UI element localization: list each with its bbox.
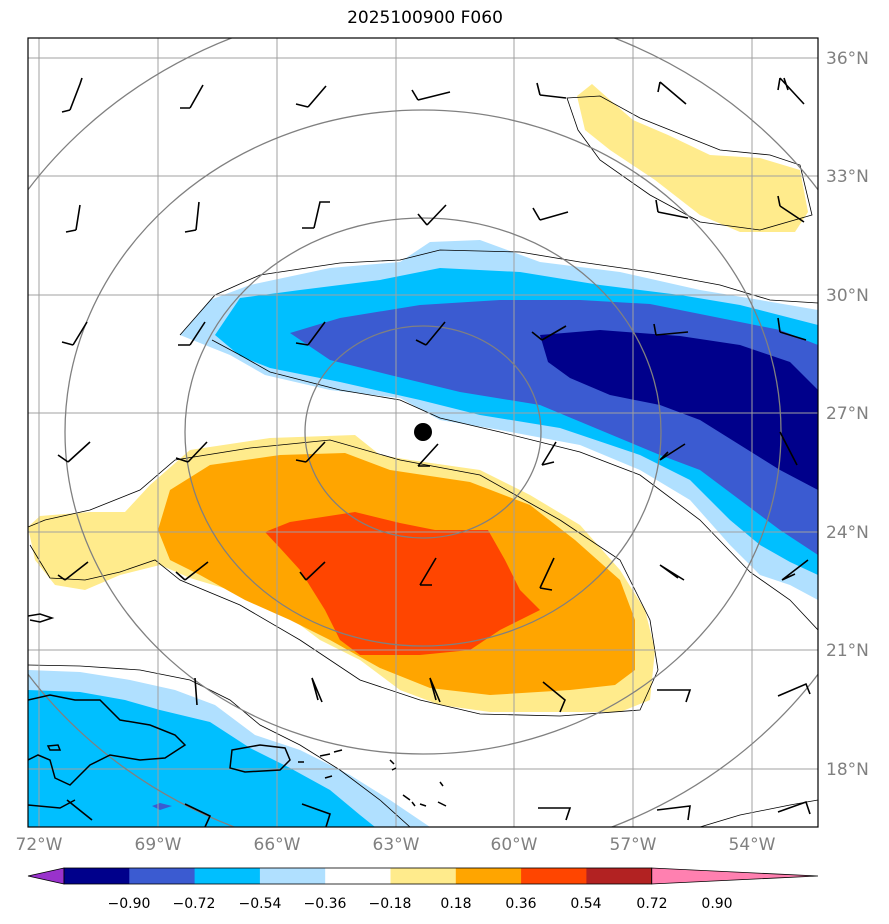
colorbar-frame xyxy=(63,867,653,885)
colorbar-label: −0.90 xyxy=(108,896,151,912)
colorbar-swatch xyxy=(259,868,326,884)
lat-tick-label: 36°N xyxy=(826,49,869,69)
colorbar-extend-high xyxy=(651,867,819,885)
fill-negative-sw-spot xyxy=(152,803,172,810)
colorbar-swatch xyxy=(194,868,261,884)
anomaly-fill-layer xyxy=(28,84,818,827)
lat-tick-label: 24°N xyxy=(826,523,869,543)
colorbar-swatch xyxy=(521,868,587,884)
lon-tick-label: 54°W xyxy=(729,835,776,855)
colorbar-swatch xyxy=(390,868,457,884)
lat-tick-labels: 36°N 33°N 30°N 27°N 24°N 21°N 18°N xyxy=(826,49,869,780)
coastlines xyxy=(28,613,447,809)
map-area xyxy=(28,38,818,827)
colorbar-label: 0.90 xyxy=(701,896,732,912)
graticule xyxy=(28,38,818,827)
jamaica-coast xyxy=(28,613,55,623)
lat-tick-label: 30°N xyxy=(826,286,869,306)
contour-lines xyxy=(28,95,818,827)
map-title: 2025100900 F060 xyxy=(347,8,503,28)
lon-tick-label: 63°W xyxy=(373,835,420,855)
map-frame xyxy=(27,37,819,828)
lon-tick-labels: 72°W 69°W 66°W 63°W 60°W 57°W 54°W xyxy=(16,835,776,855)
wind-barbs xyxy=(57,77,811,827)
storm-center-marker xyxy=(414,423,432,441)
fill-positive-weak-ne xyxy=(577,84,808,232)
colorbar-swatch xyxy=(129,868,196,884)
colorbar-swatch xyxy=(64,868,130,884)
colorbar-swatch xyxy=(455,868,522,884)
range-rings xyxy=(28,38,818,827)
virgin-islands xyxy=(298,749,343,779)
lon-tick-label: 57°W xyxy=(610,835,657,855)
lon-tick-label: 60°W xyxy=(491,835,538,855)
hispaniola-coast xyxy=(28,694,187,786)
colorbar-swatches xyxy=(27,867,819,885)
colorbar-label: 0.54 xyxy=(570,896,601,912)
puerto-rico-coast xyxy=(229,744,291,773)
lon-tick-label: 69°W xyxy=(135,835,182,855)
lon-tick-label: 72°W xyxy=(16,835,63,855)
colorbar-label: 0.72 xyxy=(636,896,667,912)
colorbar-label: 0.36 xyxy=(505,896,536,912)
colorbar-labels: −0.90 −0.72 −0.54 −0.36 −0.18 0.18 0.36 … xyxy=(108,896,733,912)
mona-island xyxy=(46,744,62,751)
colorbar-label: 0.18 xyxy=(440,896,471,912)
colorbar-label: −0.36 xyxy=(304,896,347,912)
colorbar-swatch xyxy=(586,868,653,884)
colorbar-extend-low xyxy=(27,867,65,885)
fill-positive-strong-core xyxy=(265,512,540,655)
colorbar-label: −0.54 xyxy=(239,896,282,912)
lon-tick-label: 66°W xyxy=(254,835,301,855)
fill-negative-sw-medium xyxy=(28,690,375,827)
lat-tick-label: 18°N xyxy=(826,760,869,780)
colorbar-swatch xyxy=(325,868,391,884)
lat-tick-label: 21°N xyxy=(826,641,869,661)
fill-negative-extreme-core xyxy=(540,330,818,490)
colorbar-label: −0.72 xyxy=(173,896,216,912)
colorbar: −0.90 −0.72 −0.54 −0.36 −0.18 0.18 0.36 … xyxy=(27,867,819,912)
lat-tick-label: 27°N xyxy=(826,404,869,424)
lesser-antilles xyxy=(389,759,447,807)
colorbar-label: −0.18 xyxy=(369,896,412,912)
lat-tick-label: 33°N xyxy=(826,167,869,187)
